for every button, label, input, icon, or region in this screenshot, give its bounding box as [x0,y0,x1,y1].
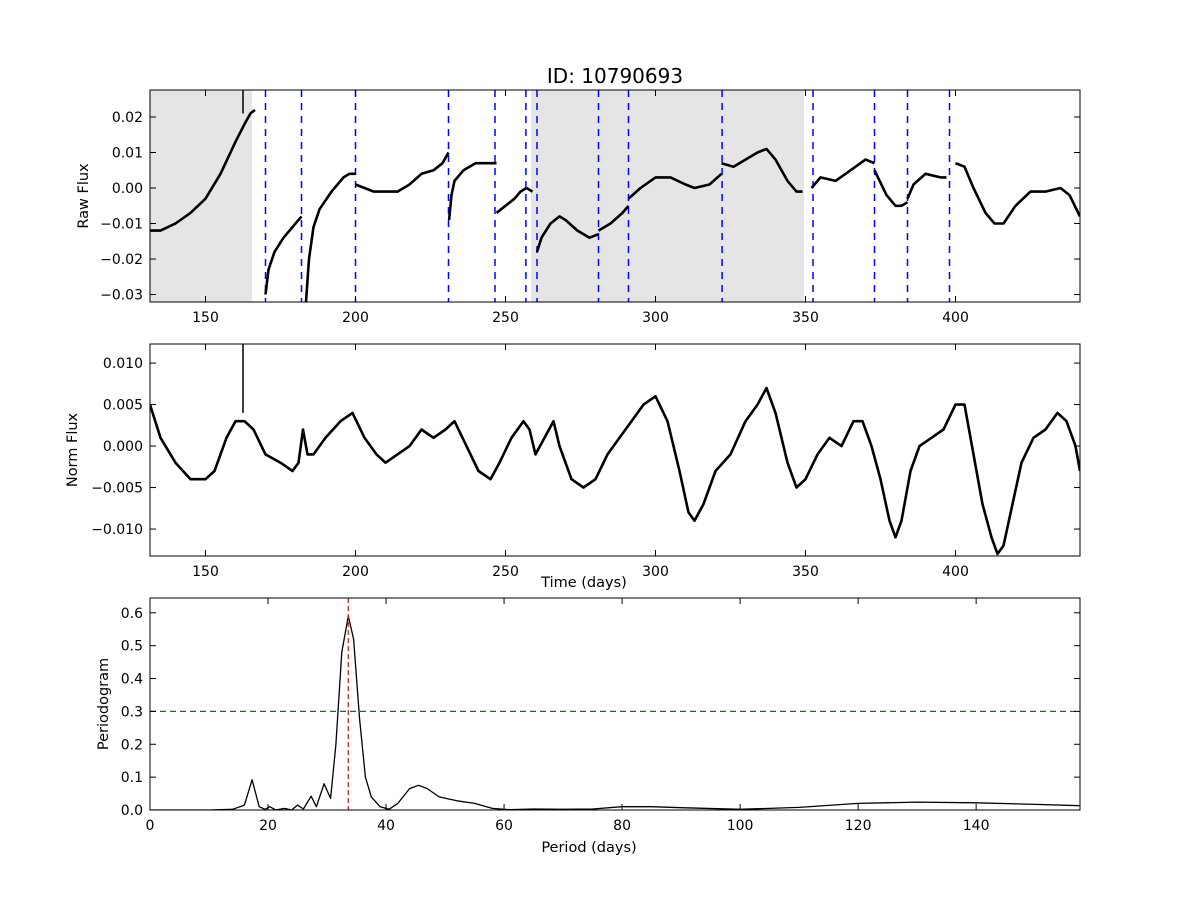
plot-area [150,90,1080,302]
axes-frame [149,343,1081,557]
y-tick-label: 0.3 [121,704,143,720]
series-line-q11 [721,147,803,193]
x-tick-label: 350 [792,564,819,580]
periodogram-panel: Periodogram Period (days) 0 20 40 60 80 100 12… [96,597,1081,856]
series-line-q15 [955,161,1080,225]
series-line-q6 [495,186,528,214]
chart-title: ID: 10790693 [547,64,683,88]
x-tick-label: 300 [642,564,669,580]
raw-flux-ylabel: Raw Flux [76,163,92,229]
y-tick-label: 0.6 [121,606,143,622]
x-tick-label: 300 [642,310,669,326]
y-tick-label: 0.02 [112,110,143,126]
series-line-q12 [810,158,875,189]
y-tick-label: −0.03 [100,288,143,304]
period-xlabel: Period (days) [541,840,636,856]
x-tick-label: 350 [792,310,819,326]
raw-flux-panel: Raw Flux 150 200 250 300 350 400 0.02 0.01 0.00 −… [76,89,1081,326]
y-tick-label: 0.0 [121,803,143,819]
shaded-region [150,90,252,302]
x-tick-label: 120 [845,818,872,834]
x-tick-label: 150 [192,310,219,326]
y-tick-label: 0.010 [103,356,143,372]
norm-flux-ylabel: Norm Flux [65,412,81,487]
time-xlabel: Time (days) [540,575,627,591]
y-tick-label: −0.01 [100,217,143,233]
series-line-q14 [906,172,947,200]
series-line-q8 [535,215,599,253]
y-tick-label: 0.000 [103,439,143,455]
y-tick-label: 0.005 [103,398,143,414]
x-tick-label: 140 [963,818,990,834]
x-tick-label: 200 [342,564,369,580]
x-tick-label: 250 [492,564,519,580]
series-line-q1 [150,108,256,232]
series-line-q13 [873,169,909,208]
x-tick-label: 100 [727,818,754,834]
shaded-region [531,90,804,302]
y-tick-label: −0.005 [91,481,143,497]
norm-flux-panel: Norm Flux Time (days) 150 200 250 300 350 400… [65,343,1081,591]
x-tick-label: 200 [342,310,369,326]
series-line-q5 [447,161,497,221]
y-tick-label: −0.02 [100,252,143,268]
series-line-q7 [525,186,534,193]
x-tick-label: 400 [942,564,969,580]
y-tick-label: 0.4 [121,672,143,688]
x-tick-label: 40 [377,818,395,834]
plot-area [150,598,1080,810]
x-tick-label: 400 [942,310,969,326]
series-line-q2 [264,215,303,295]
series-line-q9 [597,204,630,232]
series-line-periodogram [150,615,1080,810]
y-tick-label: 0.1 [121,770,143,786]
x-tick-label: 60 [495,818,513,834]
series-line-q3 [304,172,356,302]
series-line-q4 [355,151,450,193]
y-tick-label: 0.5 [121,639,143,655]
x-tick-label: 150 [192,564,219,580]
plot-area [150,344,1080,556]
y-tick-label: −0.010 [91,522,143,538]
y-tick-label: 0.2 [121,737,143,753]
y-tick-label: 0.01 [112,145,143,161]
axes-frame [149,597,1081,811]
periodogram-ylabel: Periodogram [96,658,112,750]
series-line-q10 [627,172,723,200]
x-tick-label: 0 [146,818,155,834]
x-tick-label: 20 [259,818,277,834]
y-tick-label: 0.00 [112,181,143,197]
x-tick-label: 250 [492,310,519,326]
x-tick-label: 80 [613,818,631,834]
axes-frame [149,89,1081,303]
series-line-normalized [150,386,1080,556]
